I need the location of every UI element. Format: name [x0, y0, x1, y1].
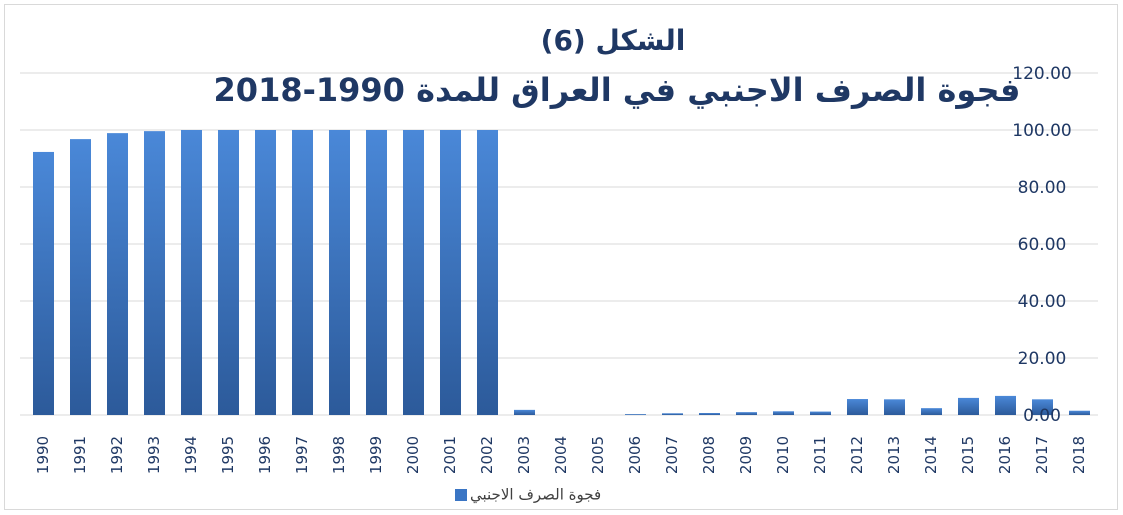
chart-title: الشكل (6) [541, 24, 686, 57]
x-tick-label: 1997 [293, 436, 311, 474]
bar [662, 413, 683, 415]
bar [625, 414, 646, 415]
y-tick-label: 100.00 [1012, 121, 1071, 141]
x-tick-label: 1992 [108, 436, 126, 474]
bar [847, 399, 868, 415]
bar [70, 139, 91, 415]
bar [33, 151, 54, 415]
bar [1032, 399, 1053, 415]
x-tick-label: 2002 [478, 436, 496, 474]
bar [884, 399, 905, 415]
x-tick-label: 1990 [34, 436, 52, 474]
bar [107, 133, 128, 415]
x-tick-label: 2003 [515, 436, 533, 474]
chart-subtitle: فجوة الصرف الاجنبي في العراق للمدة 1990-… [214, 71, 1021, 109]
bar [329, 130, 350, 415]
x-tick-label: 2018 [1070, 436, 1088, 474]
bar [1069, 410, 1090, 415]
bar [773, 411, 794, 415]
bar [477, 130, 498, 415]
x-tick-label: 1998 [330, 436, 348, 474]
bar [736, 412, 757, 415]
y-tick-label: 80.00 [1018, 178, 1067, 198]
x-tick-label: 2004 [552, 436, 570, 474]
x-tick-label: 2012 [848, 436, 866, 474]
x-tick-label: 2015 [959, 436, 977, 474]
x-tick-label: 2011 [811, 436, 829, 474]
bar [255, 130, 276, 415]
legend-swatch [455, 489, 467, 501]
x-tick-label: 2017 [1033, 436, 1051, 474]
y-tick-label: 60.00 [1018, 235, 1067, 255]
bar [181, 130, 202, 415]
legend-label: فجوة الصرف الاجنبي [470, 486, 601, 505]
bar [699, 413, 720, 415]
bar [292, 130, 313, 415]
x-tick-label: 2001 [441, 436, 459, 474]
bar [403, 130, 424, 415]
bar [921, 408, 942, 415]
x-tick-label: 1994 [182, 436, 200, 474]
bar [366, 130, 387, 415]
bar [218, 130, 239, 415]
y-tick-label: 40.00 [1018, 292, 1067, 312]
x-tick-label: 1999 [367, 436, 385, 474]
y-tick-label: 0.00 [1023, 406, 1061, 426]
bar [958, 397, 979, 415]
bar [995, 395, 1016, 415]
x-tick-label: 1991 [71, 436, 89, 474]
bar [144, 131, 165, 415]
x-tick-label: 2009 [737, 436, 755, 474]
y-tick-label: 120.00 [1012, 64, 1071, 84]
x-tick-label: 2014 [922, 436, 940, 474]
bar [810, 411, 831, 415]
x-tick-label: 2006 [626, 436, 644, 474]
x-tick-label: 2007 [663, 436, 681, 474]
x-tick-label: 2005 [589, 436, 607, 474]
x-tick-label: 2013 [885, 436, 903, 474]
x-tick-label: 2016 [996, 436, 1014, 474]
x-tick-label: 1995 [219, 436, 237, 474]
x-tick-label: 2008 [700, 436, 718, 474]
x-tick-label: 1996 [256, 436, 274, 474]
bar [514, 409, 535, 415]
y-tick-label: 20.00 [1018, 349, 1067, 369]
x-tick-label: 2000 [404, 436, 422, 474]
x-tick-label: 2010 [774, 436, 792, 474]
x-tick-label: 1993 [145, 436, 163, 474]
bar [440, 130, 461, 415]
